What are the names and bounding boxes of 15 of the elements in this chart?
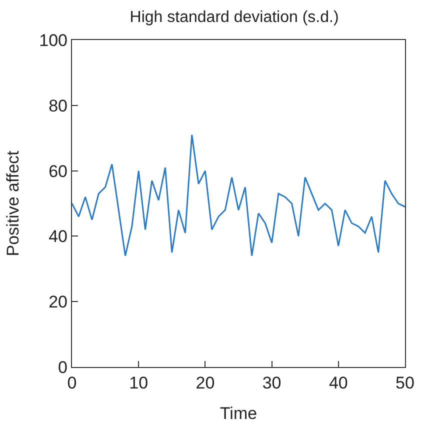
x-tick-label: 10 [129,374,148,392]
y-tick-label: 100 [39,30,68,50]
y-tick-label: 40 [48,227,68,246]
x-tick-label: 20 [196,374,215,392]
line-series [72,134,405,257]
y-tick-label: 0 [58,358,68,377]
chart-title: High standard deviation (s.d.) [130,8,339,26]
y-tick-label: 80 [48,96,68,116]
y-axis-title: Positive affect [4,150,23,256]
x-axis-title: Time [220,404,258,423]
y-tick-label: 60 [48,162,68,181]
x-tick-label: 50 [396,374,414,392]
y-tick-label: 20 [48,292,68,312]
x-tick-label: 40 [328,374,348,392]
x-tick-label: 30 [262,374,282,392]
